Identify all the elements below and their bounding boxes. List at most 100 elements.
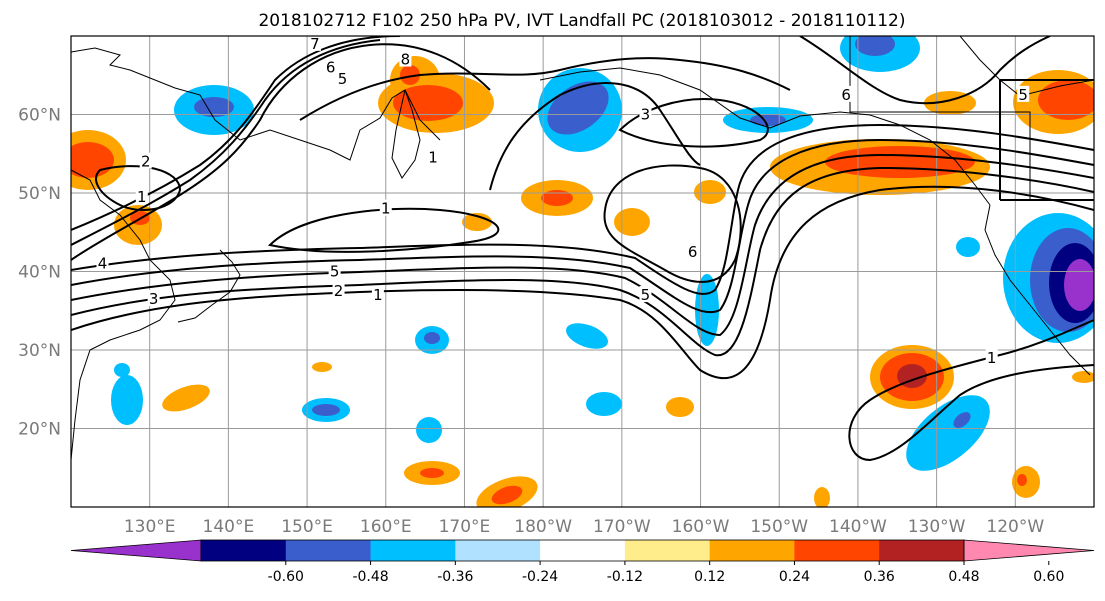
contour-label: 2 [141, 153, 151, 171]
longitude-tick-label: 150°W [750, 517, 808, 537]
contour-label: 7 [310, 35, 320, 53]
colorbar-segment [455, 540, 541, 561]
longitude-tick-label: 140°E [203, 517, 255, 537]
colorbar-segment [285, 540, 372, 561]
latitude-tick-label: 50°N [18, 184, 61, 204]
contour-label-bg [332, 282, 345, 299]
coast-asia-north [71, 47, 441, 161]
contour-label-bg [371, 286, 384, 303]
coast-arctic [959, 36, 1094, 97]
colorbar-extend-low [70, 539, 202, 562]
pv-contour-east-trough [848, 319, 1094, 462]
contour-label-bg [147, 289, 160, 306]
contour-label-bg [379, 199, 392, 216]
pv-contour-north-c [71, 36, 401, 231]
longitude-tick-label: 170°E [439, 517, 491, 537]
pv-contour-3 [71, 153, 1094, 337]
pv-contour-6-closed [603, 164, 742, 283]
anomaly-california-negative [956, 213, 1094, 343]
contour-label-bg [985, 348, 998, 365]
contour-label: 6 [841, 86, 851, 104]
latitude-tick-label: 40°N [18, 263, 61, 283]
contour-label-bg [639, 105, 652, 122]
anomaly-gulf-alaska-negative [723, 36, 920, 133]
contour-label: 8 [401, 51, 411, 69]
contour-label: 1 [428, 149, 438, 167]
anomaly-okhotsk-positive [378, 56, 494, 133]
contour-label-bg [1017, 85, 1030, 102]
contour-label: 1 [137, 188, 147, 206]
colorbar-tick-label: 0.48 [948, 569, 979, 585]
pv-contour-4 [71, 138, 1094, 314]
longitude-tick-label: 170°W [593, 517, 651, 537]
contour-label: 5 [338, 70, 348, 88]
pv-contour-1 [71, 185, 1094, 380]
colorbar-outline [200, 539, 965, 562]
contour-label-bg [324, 58, 337, 75]
contour-label: 5 [641, 286, 651, 304]
pv-contour-box-lines [999, 79, 1094, 201]
contour-label-bg [336, 70, 349, 87]
colorbar-segment [624, 540, 711, 561]
longitude-tick-label: 140°W [829, 517, 887, 537]
colorbar-tick-label: 0.60 [1033, 569, 1064, 585]
longitude-tick-label: 150°E [281, 517, 333, 537]
pv-contour-bering-low [618, 98, 769, 148]
anomaly-kamchatka-negative [174, 85, 254, 135]
colorbar-tick-label: 0.24 [779, 569, 810, 585]
contour-label-bg [308, 36, 321, 51]
pv-contour-east-box [799, 36, 1051, 105]
colorbar-segment [879, 540, 965, 561]
pv-contour-5 [71, 123, 1094, 295]
latitude-tick-label: 60°N [18, 106, 61, 126]
pv-contour-7-closed [267, 207, 500, 253]
contour-label-bg [135, 187, 148, 204]
longitude-tick-label: 130°W [908, 517, 966, 537]
colorbar-tick-label: -0.36 [437, 569, 473, 585]
colorbar-extend-high [963, 539, 1095, 562]
contour-label: 3 [641, 106, 651, 124]
colorbar-segment [201, 540, 287, 561]
contour-label-bg [686, 242, 699, 259]
ivt-pc-shading [71, 36, 1094, 507]
colorbar-segment [794, 540, 880, 561]
longitude-tick-label: 130°E [124, 517, 176, 537]
longitude-tick-label: 160°E [360, 517, 412, 537]
colorbar-segment [709, 540, 795, 561]
colorbar-tick-label: 0.36 [864, 569, 895, 585]
pv-contour-2 [71, 166, 1094, 357]
map-frame [70, 35, 1095, 508]
pv-contour-north-d [299, 57, 791, 121]
contour-label: 1 [987, 349, 997, 367]
coast-north-america-west [984, 204, 1091, 376]
colorbar-tick-label: -0.60 [268, 569, 304, 585]
contour-label: 5 [330, 263, 340, 281]
contour-label-bg [399, 50, 412, 67]
contour-label: 4 [98, 255, 108, 273]
pv-contour-north-b [71, 39, 381, 246]
colorbar-tick-label: -0.24 [522, 569, 558, 585]
figure-title: 2018102712 F102 250 hPa PV, IVT Landfall… [258, 11, 905, 31]
anomaly-midpacific-positive [462, 180, 726, 236]
latitude-tick-label: 20°N [18, 420, 61, 440]
contour-label-bg [96, 254, 109, 271]
colorbar-segment [540, 540, 626, 561]
colorbar-tick-label: -0.48 [352, 569, 388, 585]
longitude-tick-label: 160°W [672, 517, 730, 537]
colorbar-tick-labels: -0.60 -0.48 -0.36 -0.24 -0.12 0.12 0.24 0.36 0.4… [268, 561, 1064, 585]
colorbar-segment [370, 540, 456, 561]
coast-alaska [539, 67, 991, 206]
colorbar-tick-label: 0.12 [694, 569, 725, 585]
contour-label-bg [328, 262, 341, 279]
contour-label: 1 [373, 286, 383, 304]
colorbar-tick-label: -0.12 [607, 569, 643, 585]
longitude-labels: 130°E 140°E 150°E 160°E 170°E 180°W 170°W 160°W… [124, 517, 1045, 537]
latitude-labels: 20°N 30°N 40°N 50°N 60°N [18, 106, 61, 440]
coast-asia-east [71, 169, 176, 461]
contour-label: 6 [688, 243, 698, 261]
anomaly-subtropical-positive [162, 345, 1094, 507]
contour-label: 6 [326, 58, 336, 76]
latitude-tick-label: 30°N [18, 341, 61, 361]
